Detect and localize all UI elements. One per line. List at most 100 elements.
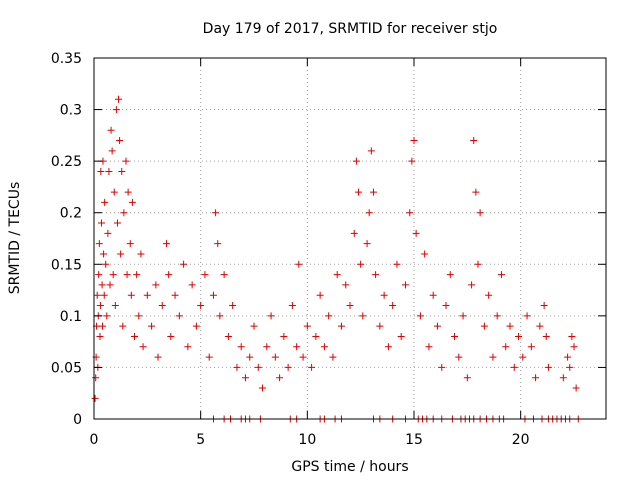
data-point [497,271,505,279]
data-point [472,188,480,196]
data-point [333,271,341,279]
data-point [502,343,510,351]
data-point [120,209,128,217]
data-point [515,332,523,340]
data-point [119,322,127,330]
data-point [352,157,360,165]
data-point [421,250,429,258]
data-point [527,343,535,351]
data-point [316,291,324,299]
data-point [346,302,354,310]
data-point [117,250,125,258]
grid-lines [94,58,606,419]
data-point [237,343,245,351]
y-tick-label: 0.35 [51,51,82,67]
data-points [91,95,582,423]
y-tick-label: 0.25 [51,154,82,170]
data-point [451,332,459,340]
data-point [280,332,288,340]
data-point [288,302,296,310]
data-point [95,240,103,248]
data-point [470,137,478,145]
data-point [506,322,514,330]
data-point [433,322,441,330]
data-point [108,147,116,155]
data-point [104,229,112,237]
data-point [118,167,126,175]
data-point [406,209,414,217]
data-point [570,343,578,351]
data-point [135,312,143,320]
data-point [389,302,397,310]
data-point [363,240,371,248]
data-point [188,281,196,289]
x-tick-label: 20 [512,432,530,448]
data-point [148,322,156,330]
data-point [359,312,367,320]
y-tick-label: 0.1 [60,309,82,325]
data-point [568,332,576,340]
data-point [111,302,119,310]
data-point [128,198,136,206]
y-tick-label: 0 [73,412,82,428]
data-point [97,219,105,227]
data-point [229,302,237,310]
data-point [376,322,384,330]
data-point [293,343,301,351]
data-point [123,271,131,279]
data-point [489,353,497,361]
data-point [337,322,345,330]
data-point [425,343,433,351]
data-point [412,229,420,237]
data-point [127,291,135,299]
y-tick-label: 0.15 [51,257,82,273]
data-point [367,147,375,155]
data-point [536,322,544,330]
data-point [98,281,106,289]
data-point [220,271,228,279]
data-point [572,384,580,392]
data-point [92,374,100,382]
data-point [246,353,254,361]
data-point [201,271,209,279]
data-point [192,322,200,330]
axis-ticks [93,57,606,420]
data-point [106,281,114,289]
data-point [365,209,373,217]
data-point [284,363,292,371]
data-point [96,302,104,310]
data-point [303,322,311,330]
data-point [329,353,337,361]
data-point [312,332,320,340]
data-point [532,374,540,382]
data-point [271,353,279,361]
data-point [566,363,574,371]
data-point [171,291,179,299]
data-point [320,343,328,351]
data-point [107,126,115,134]
data-point [163,240,171,248]
data-point [540,302,548,310]
data-point [408,157,416,165]
data-point [401,281,409,289]
y-axis-label: SRMTID / TECUs [7,182,23,295]
data-point [109,271,117,279]
data-point [355,188,363,196]
data-point [493,312,501,320]
data-point [480,322,488,330]
data-point [126,240,134,248]
data-point [559,374,567,382]
data-point [299,353,307,361]
data-point [523,312,531,320]
data-point [438,363,446,371]
data-point [212,209,220,217]
y-tick-label: 0.3 [60,103,82,119]
data-point [476,209,484,217]
data-point [519,353,527,361]
data-point [152,281,160,289]
data-point [308,363,316,371]
data-point [468,281,476,289]
data-point [184,343,192,351]
data-point [463,374,471,382]
data-point [442,302,450,310]
